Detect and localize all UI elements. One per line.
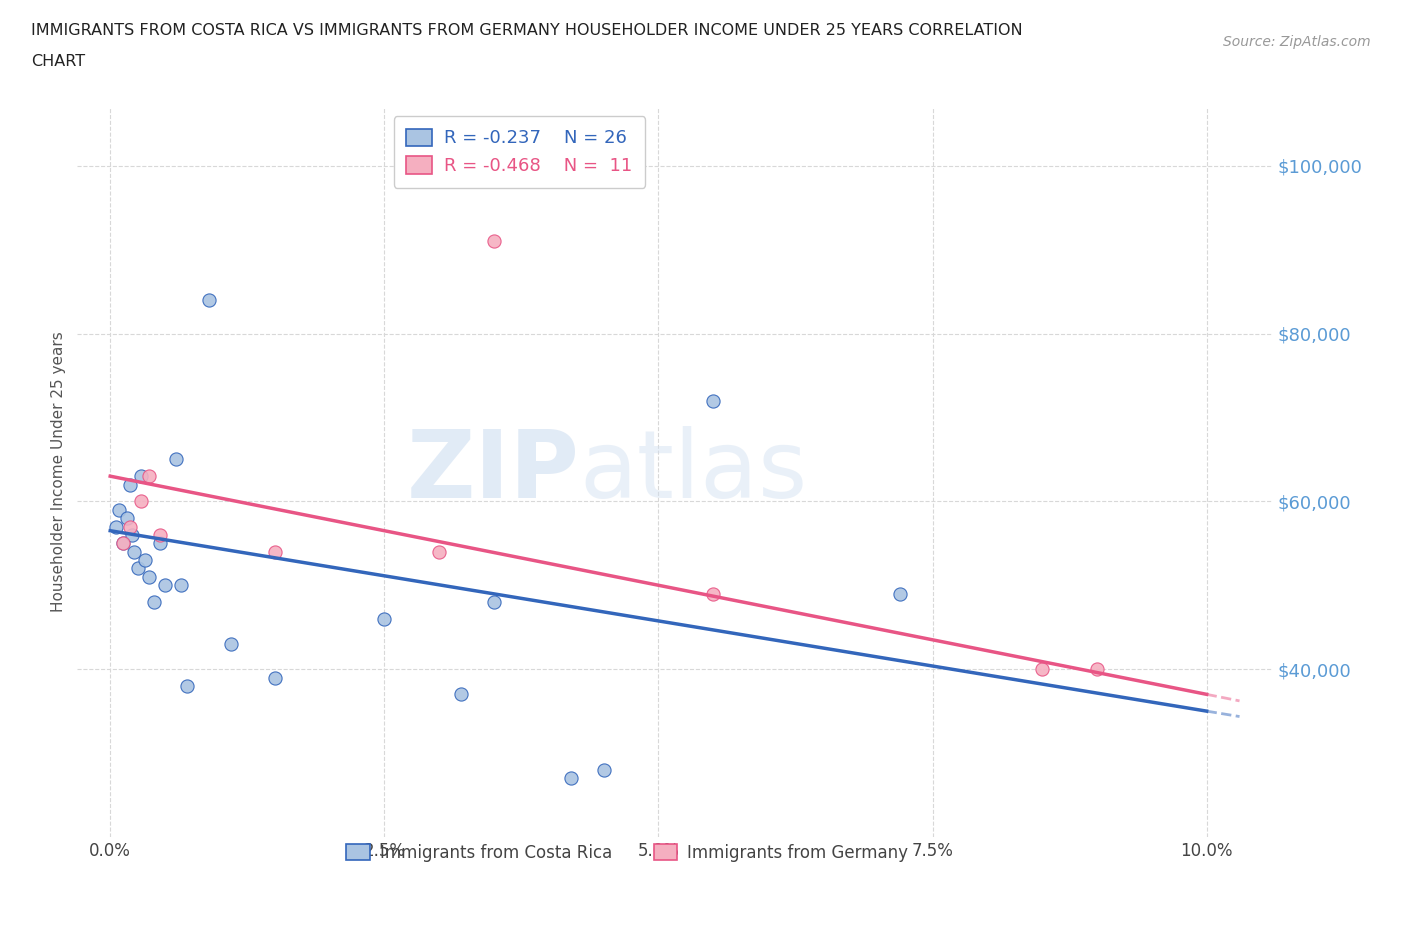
Point [702, 393, 724, 408]
Y-axis label: Householder Income Under 25 years: Householder Income Under 25 years [51, 332, 66, 612]
Point [134, 552, 156, 567]
Point [148, 527, 170, 542]
Point [176, 679, 198, 694]
Point [482, 233, 505, 248]
Text: Source: ZipAtlas.com: Source: ZipAtlas.com [1223, 35, 1371, 49]
Point [482, 594, 505, 609]
Point [153, 578, 176, 592]
Point [219, 636, 242, 651]
Point [112, 536, 135, 551]
Point [165, 452, 187, 467]
Point [129, 494, 152, 509]
Point [108, 502, 131, 517]
Point [127, 561, 149, 576]
Point [138, 569, 160, 584]
Point [143, 594, 166, 609]
Point [121, 527, 143, 542]
Text: atlas: atlas [579, 426, 807, 518]
Point [138, 469, 160, 484]
Point [170, 578, 193, 592]
Point [702, 586, 724, 601]
Point [1085, 662, 1108, 677]
Point [124, 544, 146, 559]
Point [889, 586, 911, 601]
Point [118, 519, 141, 534]
Point [115, 511, 138, 525]
Point [450, 687, 472, 702]
Point [1031, 662, 1053, 677]
Point [263, 671, 285, 685]
Point [118, 477, 141, 492]
Point [104, 519, 127, 534]
Text: CHART: CHART [31, 54, 84, 69]
Point [112, 536, 135, 551]
Point [560, 771, 582, 786]
Point [592, 763, 614, 777]
Point [373, 611, 395, 626]
Point [198, 293, 221, 308]
Point [263, 544, 285, 559]
Text: IMMIGRANTS FROM COSTA RICA VS IMMIGRANTS FROM GERMANY HOUSEHOLDER INCOME UNDER 2: IMMIGRANTS FROM COSTA RICA VS IMMIGRANTS… [31, 23, 1022, 38]
Point [427, 544, 450, 559]
Point [148, 536, 170, 551]
Legend: Immigrants from Costa Rica, Immigrants from Germany: Immigrants from Costa Rica, Immigrants f… [340, 838, 914, 869]
Point [129, 469, 152, 484]
Text: ZIP: ZIP [406, 426, 579, 518]
